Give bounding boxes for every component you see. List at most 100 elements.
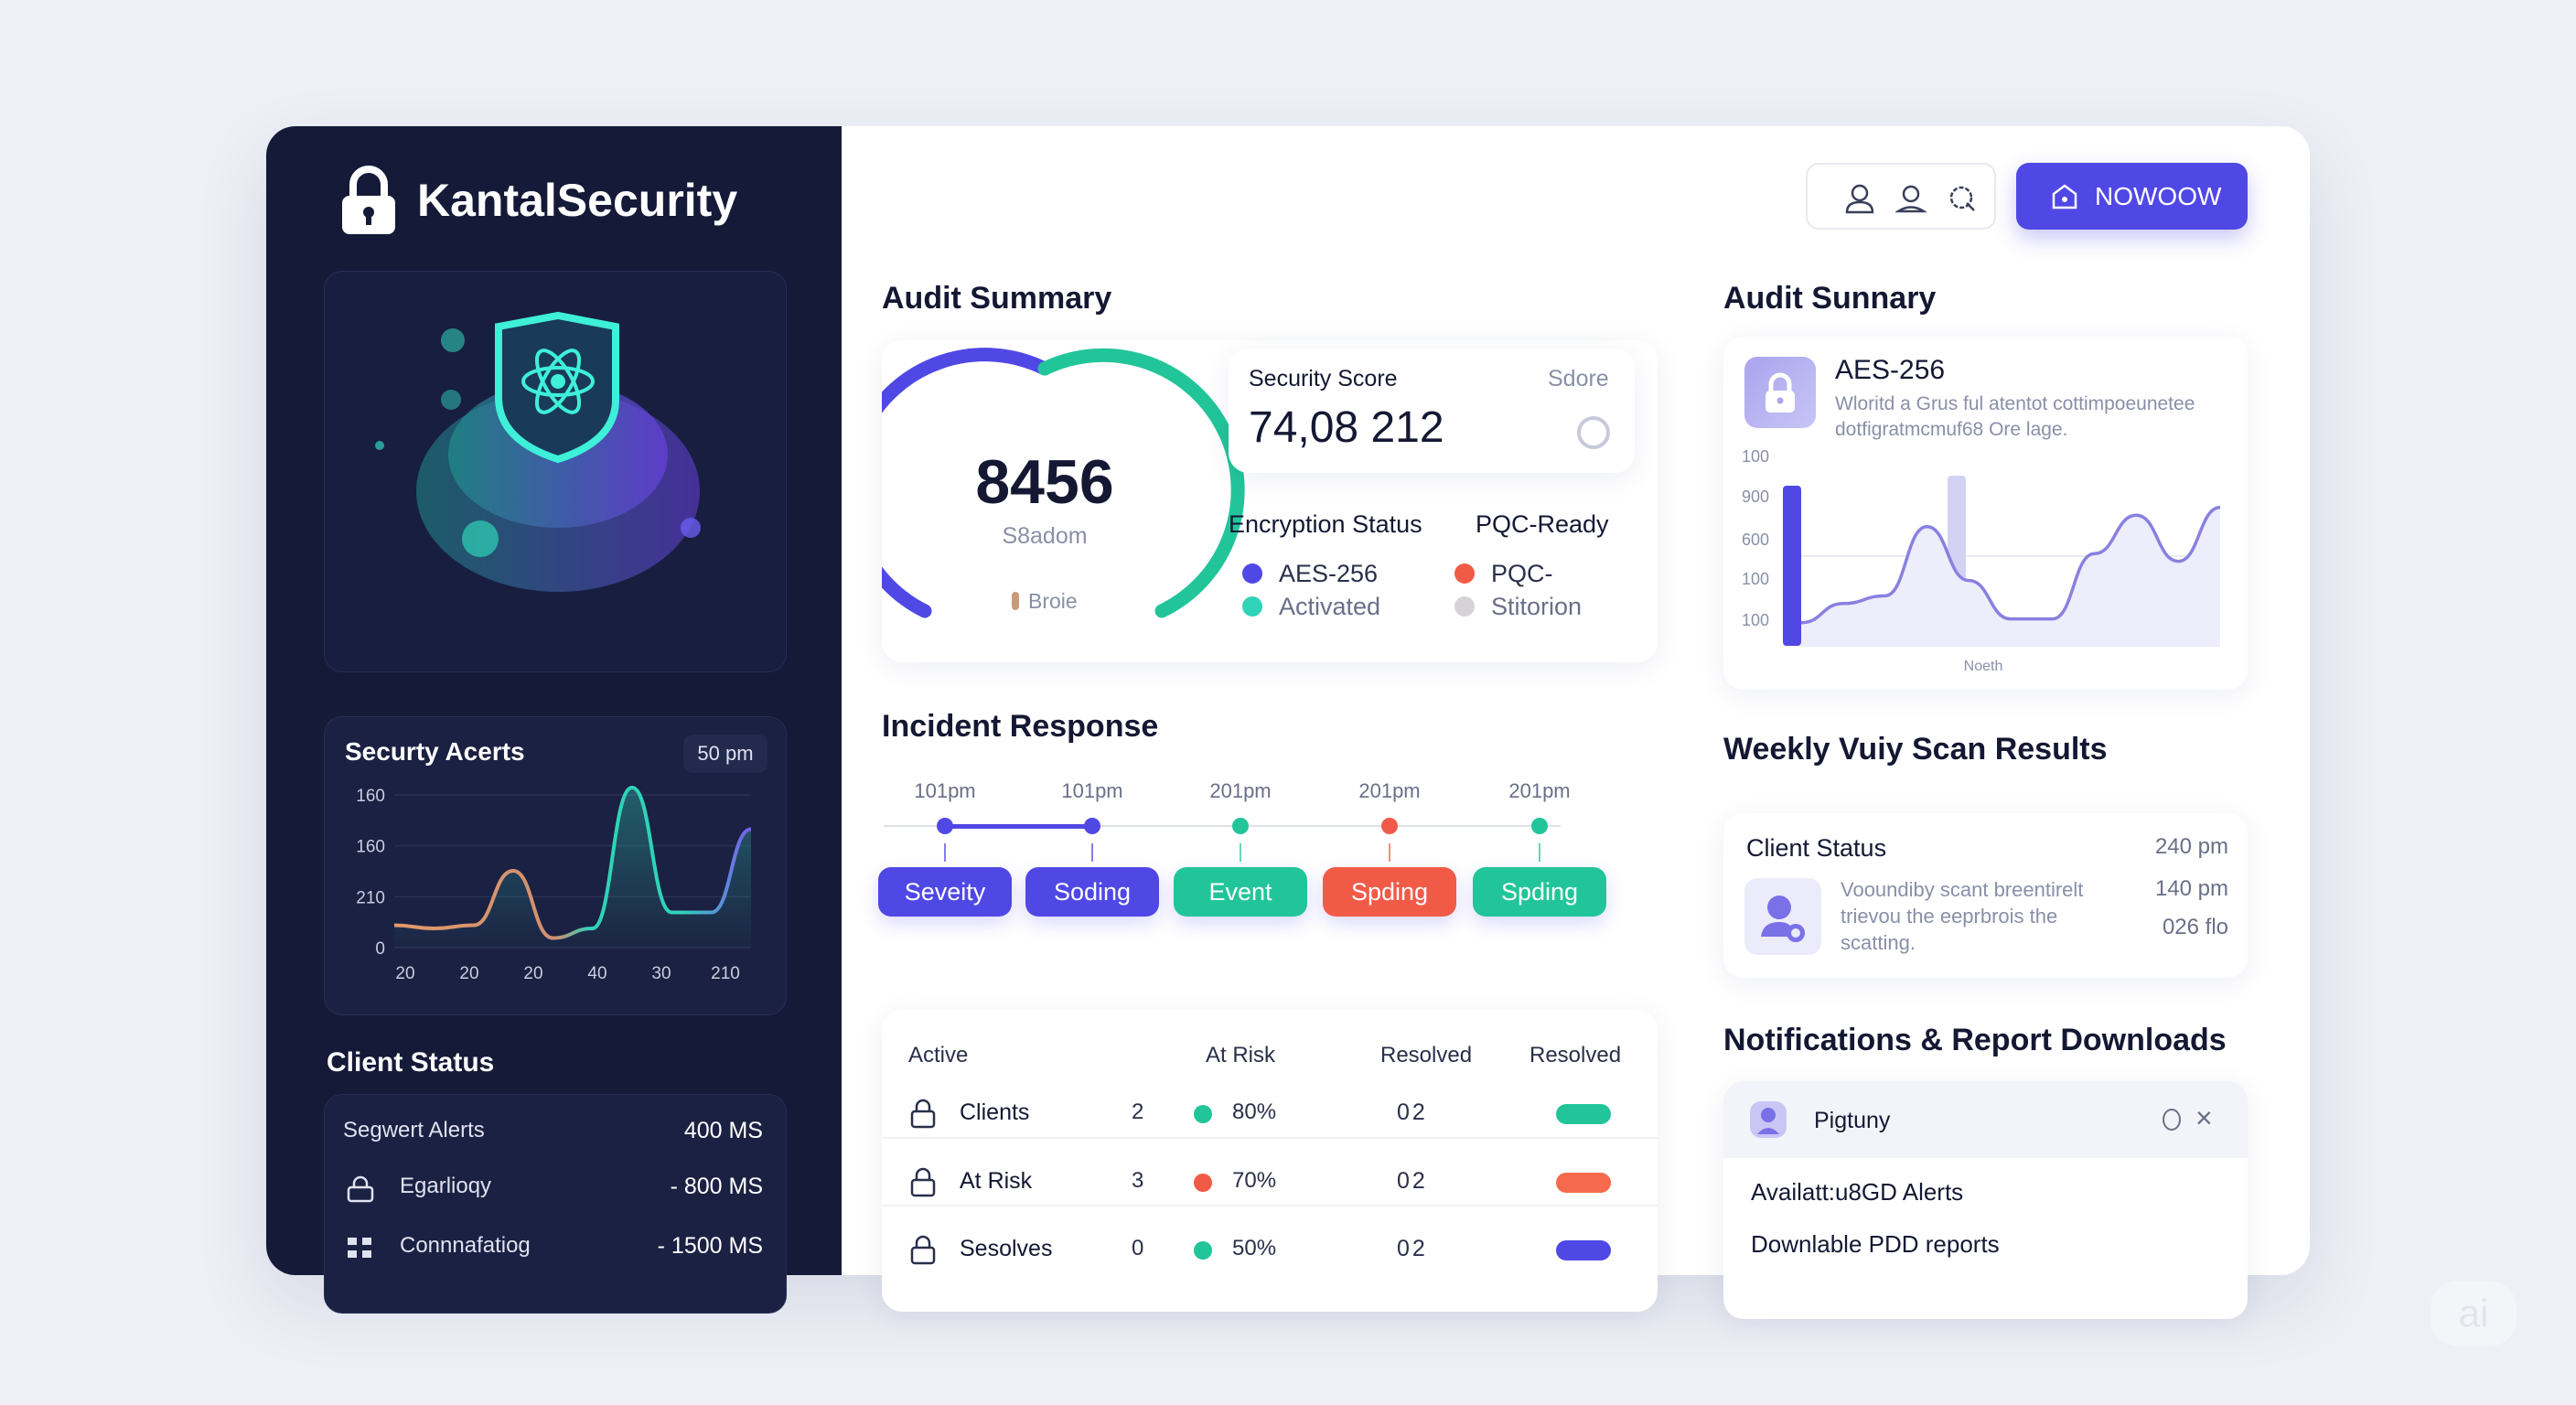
- row-toggle[interactable]: [1556, 1104, 1611, 1124]
- network-icon: [346, 1235, 375, 1260]
- alerts-y-tick: 0: [375, 939, 385, 959]
- legend-dot: [1242, 563, 1262, 584]
- incident-step-button[interactable]: Spding: [1473, 867, 1606, 917]
- gauge-value: 8456: [975, 447, 1114, 517]
- primary-action-button[interactable]: NOWOOW: [2016, 163, 2248, 230]
- aes-x-label: Noeth: [1964, 659, 2003, 674]
- row-toggle[interactable]: [1556, 1240, 1611, 1260]
- gauge-legend-swatch: [1012, 592, 1019, 610]
- watermark-logo: ai: [2431, 1281, 2517, 1346]
- timeline-dot[interactable]: [937, 818, 953, 834]
- timeline-time: 201pm: [1508, 779, 1571, 802]
- aes-y-tick: 900: [1742, 488, 1769, 506]
- incident-step-button[interactable]: Soding: [1025, 867, 1159, 917]
- row-divider: [882, 1137, 1658, 1139]
- aes-bar: [1783, 486, 1801, 646]
- notification-item[interactable]: Availatt:u8GD Alerts: [1751, 1178, 1964, 1206]
- row-toggle[interactable]: [1556, 1173, 1611, 1193]
- gauge-arc-purple: [882, 348, 1052, 618]
- client-status-card: [324, 1094, 787, 1314]
- aes-area: [1801, 507, 2220, 646]
- aes-line: [1800, 506, 2221, 625]
- settings-icon[interactable]: [1947, 183, 1978, 214]
- client-status-value: 400 MS: [683, 1118, 763, 1143]
- row-resolved: 02: [1397, 1099, 1428, 1125]
- lock-icon: [346, 1175, 375, 1203]
- client-status-label: Connnafatiog: [400, 1233, 531, 1258]
- legend-label: AES-256: [1279, 560, 1379, 587]
- user-scan-icon: [1761, 896, 1805, 942]
- timeline-time: 101pm: [1061, 779, 1123, 802]
- legend-label: PQC-: [1491, 560, 1553, 587]
- alerts-x-tick: 210: [711, 964, 740, 983]
- aes-y-tick: 100: [1742, 611, 1769, 629]
- home-lock-icon: [2052, 184, 2077, 209]
- gauge-arc-green: [1037, 348, 1245, 618]
- shield-atom-illustration: [375, 311, 701, 592]
- timeline-dot[interactable]: [1232, 818, 1249, 834]
- user-icon[interactable]: [1844, 183, 1875, 214]
- client-status-value: - 800 MS: [670, 1174, 763, 1199]
- row-divider: [882, 1205, 1658, 1207]
- alerts-chart: 160 160 210 0 20 20 20 40 30 210: [356, 785, 752, 983]
- timeline-connector: [944, 843, 946, 862]
- user-icon: [1757, 1108, 1779, 1134]
- aes-desc-line1: Wloritd a Grus ful atentot cottimpoeunet…: [1835, 393, 2195, 414]
- scan-card-title: Client Status: [1746, 834, 1887, 862]
- incident-step-button[interactable]: Event: [1174, 867, 1307, 917]
- row-label: At Risk: [960, 1168, 1033, 1194]
- scan-time: 026 flo: [2162, 915, 2228, 939]
- gauge-legend-label: Broie: [1028, 589, 1078, 613]
- timeline-progress: [945, 824, 1092, 829]
- legend-label: Activated: [1279, 593, 1381, 620]
- row-count: 3: [1132, 1168, 1144, 1193]
- timeline-dot[interactable]: [1531, 818, 1548, 834]
- timeline-connector: [1240, 843, 1241, 862]
- close-icon[interactable]: ×: [2195, 1101, 2213, 1134]
- alerts-time-badge[interactable]: 50 pm: [683, 735, 767, 773]
- security-score-right-label: Sdore: [1548, 366, 1609, 391]
- incident-step-button[interactable]: Seveity: [878, 867, 1012, 917]
- security-illustration-panel: [324, 271, 787, 672]
- alerts-y-tick: 160: [356, 787, 385, 806]
- notification-avatar: [1750, 1101, 1787, 1138]
- row-percent: 80%: [1232, 1099, 1277, 1124]
- user-circle-icon[interactable]: [1895, 183, 1927, 214]
- lock-icon: [909, 1166, 937, 1197]
- table-header: Active: [908, 1043, 969, 1067]
- alerts-x-tick: 20: [459, 964, 478, 983]
- aes-y-tick: 600: [1742, 531, 1769, 549]
- alerts-y-tick: 160: [356, 838, 385, 857]
- weekly-scan-heading: Weekly Vuiy Scan Results: [1723, 732, 2108, 767]
- client-status-value: - 1500 MS: [657, 1233, 763, 1259]
- alerts-x-tick: 40: [587, 964, 606, 983]
- lock-icon: [909, 1234, 937, 1265]
- timeline-time: 201pm: [1358, 779, 1421, 802]
- lock-logo-icon: [342, 166, 395, 234]
- timeline-dot[interactable]: [1084, 818, 1100, 834]
- aes-name: AES-256: [1835, 355, 1946, 385]
- timeline-dot[interactable]: [1381, 818, 1398, 834]
- timeline-time: 201pm: [1209, 779, 1272, 802]
- right-audit-heading: Audit Sunnary: [1723, 281, 1937, 316]
- scan-desc-line: Vooundiby scant breentirelt: [1841, 878, 2084, 901]
- legend-dot: [1454, 563, 1475, 584]
- table-header: Resolved: [1530, 1043, 1622, 1067]
- score-info-icon[interactable]: [1577, 416, 1610, 449]
- legend-dot: [1242, 596, 1262, 617]
- row-status-dot: [1194, 1174, 1212, 1192]
- aes-y-tick: 100: [1742, 570, 1769, 588]
- alerts-area: [394, 788, 751, 948]
- row-status-dot: [1194, 1105, 1212, 1123]
- row-count: 0: [1132, 1236, 1144, 1260]
- client-status-label: Segwert Alerts: [343, 1118, 485, 1142]
- alerts-y-tick: 210: [356, 888, 385, 907]
- encryption-status-title: Encryption Status: [1229, 510, 1422, 538]
- table-header: At Risk: [1206, 1043, 1276, 1067]
- notification-item[interactable]: Downlable PDD reports: [1751, 1230, 2000, 1258]
- incident-step-button[interactable]: Spding: [1323, 867, 1456, 917]
- header-icon-group: [1806, 163, 1996, 230]
- gauge-label: S8adom: [1002, 523, 1088, 549]
- refresh-icon[interactable]: [2163, 1109, 2181, 1131]
- primary-action-label: NOWOOW: [2095, 182, 2222, 210]
